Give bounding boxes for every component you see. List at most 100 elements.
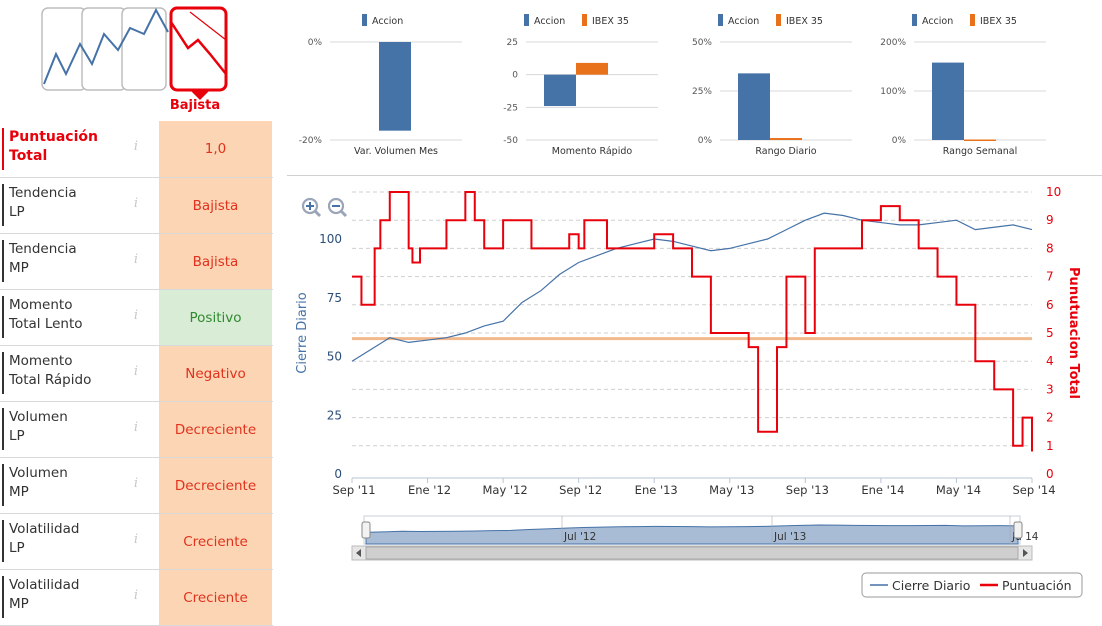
scrollbar-thumb bbox=[365, 546, 1019, 560]
info-icon[interactable]: i bbox=[133, 588, 139, 603]
score-row-value: Bajista bbox=[159, 234, 272, 289]
legend-marker bbox=[718, 14, 723, 26]
score-row-value: Bajista bbox=[159, 178, 272, 233]
score-table: Puntuación Total i 1,0 Tendencia LP i Bajista… bbox=[0, 121, 273, 626]
left-axis-title: Cierre Diario bbox=[295, 292, 310, 374]
right-axis-tick: 5 bbox=[1046, 326, 1054, 340]
y-tick-label: -25 bbox=[503, 103, 518, 113]
navigator-label: Jul '12 bbox=[563, 531, 596, 543]
score-row-value: Creciente bbox=[159, 514, 272, 569]
score-row-value: Decreciente bbox=[159, 402, 272, 457]
scroll-right-arrow bbox=[1023, 549, 1028, 557]
info-icon[interactable]: i bbox=[133, 139, 139, 154]
right-axis-tick: 4 bbox=[1046, 354, 1054, 368]
score-row-label: Volumen MP bbox=[2, 464, 129, 506]
right-axis-tick: 2 bbox=[1046, 411, 1054, 425]
y-tick-label: 100% bbox=[880, 87, 906, 97]
right-axis-tick: 3 bbox=[1046, 382, 1054, 396]
score-row-label: Puntuación Total bbox=[2, 128, 129, 170]
left-axis-tick: 100 bbox=[319, 232, 342, 246]
score-row: Tendencia LP i Bajista bbox=[0, 178, 273, 234]
mini-chart: 0% -20% Accion Var. Volumen Mes bbox=[299, 14, 462, 157]
section-divider bbox=[287, 175, 1102, 176]
x-axis-label: Var. Volumen Mes bbox=[354, 146, 438, 157]
x-tick-label: Sep '13 bbox=[786, 483, 829, 497]
right-axis-title: Punutuacion Total bbox=[1066, 267, 1081, 399]
trend-sparkline-icon bbox=[41, 6, 228, 100]
x-tick-label: Sep '11 bbox=[332, 483, 375, 497]
bar bbox=[576, 62, 608, 75]
info-icon[interactable]: i bbox=[133, 532, 139, 547]
zoom-out-handle bbox=[339, 209, 348, 218]
zoom-in-circle bbox=[301, 197, 319, 215]
y-tick-label: 0 bbox=[512, 71, 518, 81]
x-tick-label: May '12 bbox=[482, 483, 527, 497]
score-row: Volatilidad MP i Creciente bbox=[0, 570, 273, 626]
legend-marker bbox=[362, 14, 367, 26]
right-axis-tick: 10 bbox=[1046, 185, 1061, 199]
left-axis-tick: 50 bbox=[327, 350, 342, 364]
zoom-out-circle bbox=[327, 197, 345, 215]
x-tick-label: Ene '13 bbox=[635, 483, 678, 497]
y-tick-label: 25% bbox=[692, 87, 712, 97]
legend-label: IBEX 35 bbox=[592, 16, 629, 27]
right-axis-tick: 0 bbox=[1046, 467, 1054, 481]
score-row-value: Creciente bbox=[159, 570, 272, 625]
legend-label: Accion bbox=[728, 16, 759, 27]
x-axis-label: Momento Rápido bbox=[552, 146, 633, 157]
right-axis-tick: 8 bbox=[1046, 241, 1054, 255]
info-icon[interactable]: i bbox=[133, 364, 139, 379]
score-row: Tendencia MP i Bajista bbox=[0, 234, 273, 290]
legend-marker bbox=[582, 14, 587, 26]
right-axis-tick: 6 bbox=[1046, 298, 1054, 312]
score-row-label: Tendencia LP bbox=[2, 184, 129, 226]
score-row-label: Momento Total Lento bbox=[2, 296, 129, 338]
y-tick-label: 25 bbox=[507, 38, 518, 48]
score-row: Momento Total Rápido i Negativo bbox=[0, 346, 273, 402]
score-row-label: Volumen LP bbox=[2, 408, 129, 450]
score-row-value: Negativo bbox=[159, 346, 272, 401]
trend-status-label: Bajista bbox=[169, 98, 221, 113]
score-row-value: Decreciente bbox=[159, 458, 272, 513]
zoom-in-icon[interactable] bbox=[301, 197, 322, 218]
info-icon[interactable]: i bbox=[133, 308, 139, 323]
score-row: Volumen MP i Decreciente bbox=[0, 458, 273, 514]
x-tick-label: May '13 bbox=[709, 483, 754, 497]
y-tick-label: -50 bbox=[503, 136, 518, 146]
navigator-handle-left bbox=[361, 521, 371, 539]
legend-label: Cierre Diario bbox=[892, 578, 970, 593]
x-axis-label: Rango Semanal bbox=[943, 146, 1018, 157]
legend-marker bbox=[776, 14, 781, 26]
chart-legend: Cierre Diario Puntuación bbox=[861, 572, 1083, 598]
score-row-value: Positivo bbox=[159, 290, 272, 345]
navigator-scrollbar[interactable] bbox=[351, 545, 1033, 561]
legend-label: Accion bbox=[534, 16, 565, 27]
x-axis-label: Rango Diario bbox=[755, 146, 816, 157]
zoom-in-handle bbox=[313, 209, 322, 218]
info-icon[interactable]: i bbox=[133, 252, 139, 267]
right-axis-tick: 7 bbox=[1046, 270, 1054, 284]
legend-label: Accion bbox=[372, 16, 403, 27]
info-icon[interactable]: i bbox=[133, 420, 139, 435]
x-tick-label: Ene '12 bbox=[408, 483, 451, 497]
right-axis-tick: 1 bbox=[1046, 439, 1054, 453]
x-tick-label: Sep '14 bbox=[1012, 483, 1055, 497]
y-tick-label: 0% bbox=[308, 38, 323, 48]
score-row-value: 1,0 bbox=[159, 121, 272, 177]
info-icon[interactable]: i bbox=[133, 476, 139, 491]
bar bbox=[544, 74, 576, 107]
score-row-label: Volatilidad LP bbox=[2, 520, 129, 562]
legend-marker bbox=[970, 14, 975, 26]
legend-box bbox=[861, 572, 1083, 598]
series-puntuacion bbox=[352, 191, 1033, 452]
info-icon[interactable]: i bbox=[133, 196, 139, 211]
bar bbox=[738, 73, 770, 140]
bar bbox=[379, 42, 411, 131]
score-row: Volumen LP i Decreciente bbox=[0, 402, 273, 458]
score-row: Puntuación Total i 1,0 bbox=[0, 121, 273, 178]
navigator-label: Jul '13 bbox=[773, 531, 806, 543]
y-tick-label: 0% bbox=[698, 136, 713, 146]
x-tick-label: Sep '12 bbox=[559, 483, 602, 497]
zoom-out-icon[interactable] bbox=[327, 197, 348, 218]
